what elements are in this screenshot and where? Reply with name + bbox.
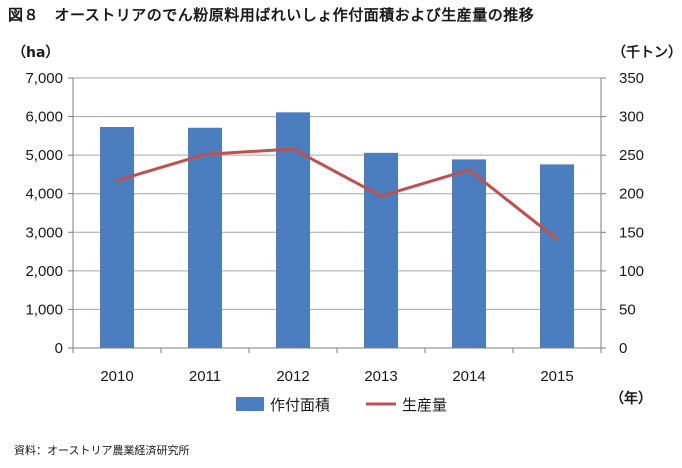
production-line [115,147,559,241]
left-tick-label: 5,000 [25,147,63,164]
left-tick-label: 4,000 [25,186,63,203]
x-tick-label: 2013 [364,368,397,385]
right-tick-label: 50 [619,301,636,318]
bar-2015 [540,164,574,348]
right-tick-label: 200 [619,186,644,203]
x-tick-label: 2014 [452,368,485,385]
bar-2014 [452,159,486,348]
right-tick-label: 150 [619,224,644,241]
bar-2012 [276,112,310,348]
x-tick-label: 2010 [100,368,133,385]
x-tick-label: 2012 [276,368,309,385]
left-tick-label: 2,000 [25,263,63,280]
legend-bar-label: 作付面積 [270,396,330,414]
bar-2013 [364,152,398,348]
source-note: 資料：オーストリア農業経済研究所 [14,444,190,457]
left-tick-label: 0 [55,340,63,357]
bar-2011 [188,127,222,348]
right-tick-label: 100 [619,263,644,280]
right-tick-label: 250 [619,147,644,164]
left-tick-label: 1,000 [25,301,63,318]
bar-2010 [100,126,134,348]
right-tick-label: 300 [619,109,644,126]
right-axis-unit: （千トン） [612,45,682,61]
right-tick-label: 0 [619,340,627,357]
x-tick-label: 2015 [540,368,573,385]
x-axis-unit: （年） [610,391,652,407]
left-tick-label: 6,000 [25,109,63,126]
left-axis-unit: （ha） [12,45,60,61]
left-tick-label: 3,000 [25,224,63,241]
right-tick-label: 350 [619,70,644,87]
chart-title: 図８ オーストリアのでん粉原料用ばれいしょ作付面積および生産量の推移 [8,6,535,24]
legend-bar-swatch [236,397,264,411]
left-tick-label: 7,000 [25,70,63,87]
legend-line-label: 生産量 [402,396,447,414]
x-tick-label: 2011 [189,368,221,385]
